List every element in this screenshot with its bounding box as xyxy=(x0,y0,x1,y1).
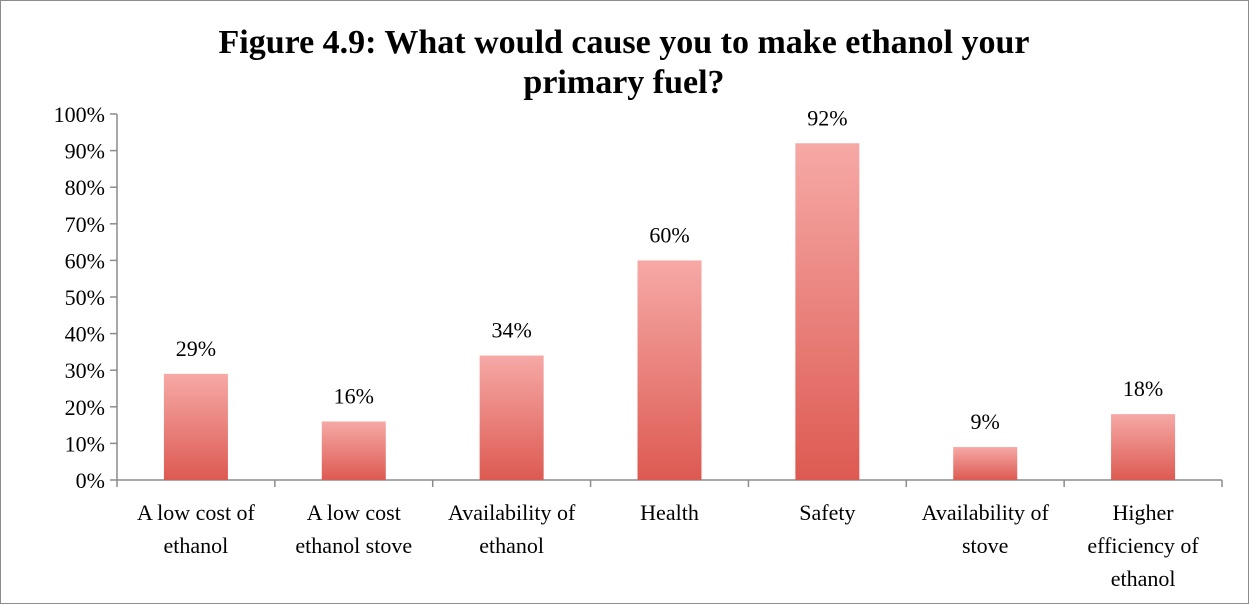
data-label: 60% xyxy=(649,222,689,247)
category-label: Health xyxy=(640,500,699,525)
category-label: A low cost xyxy=(307,500,401,525)
category-label: Availability of xyxy=(448,500,576,525)
y-tick-label: 50% xyxy=(65,285,105,310)
data-labels: 29% 16% 34% 60% 92% 9% 18% xyxy=(176,105,1163,434)
bar xyxy=(795,143,860,480)
category-label: Availability of xyxy=(922,500,1050,525)
category-label: ethanol xyxy=(164,533,229,558)
category-label: Higher xyxy=(1113,500,1175,525)
data-label: 9% xyxy=(971,409,1000,434)
bar xyxy=(953,447,1018,480)
y-tick-label: 40% xyxy=(65,322,105,347)
data-label: 18% xyxy=(1123,376,1163,401)
category-labels: A low cost of ethanol A low cost ethanol st… xyxy=(137,500,1199,591)
data-label: 16% xyxy=(334,383,374,408)
y-tick-label: 30% xyxy=(65,358,105,383)
bar xyxy=(479,355,544,480)
y-tick-label: 10% xyxy=(65,431,105,456)
y-axis-ticks: 0% 10% 20% 30% 40% 50% 60% 70% 80% 90% 100% xyxy=(54,102,117,493)
bar xyxy=(1111,414,1176,480)
category-label: efficiency of xyxy=(1087,533,1199,558)
chart-title-line-1: Figure 4.9: What would cause you to make… xyxy=(218,24,1029,61)
category-label: Safety xyxy=(799,500,855,525)
chart-title-line-2: primary fuel? xyxy=(523,64,724,101)
category-label: ethanol stove xyxy=(295,533,412,558)
category-label: stove xyxy=(962,533,1008,558)
y-tick-label: 0% xyxy=(76,468,105,493)
bar xyxy=(637,260,702,480)
bar xyxy=(321,421,386,480)
y-tick-label: 100% xyxy=(54,102,105,127)
category-label: ethanol xyxy=(1111,566,1176,591)
y-tick-label: 20% xyxy=(65,395,105,420)
bar xyxy=(163,373,228,480)
y-tick-label: 90% xyxy=(65,139,105,164)
data-label: 34% xyxy=(491,318,531,343)
data-label: 92% xyxy=(807,105,847,130)
category-label: A low cost of xyxy=(137,500,256,525)
category-label: ethanol xyxy=(479,533,544,558)
bars xyxy=(163,143,1176,480)
y-tick-label: 70% xyxy=(65,212,105,237)
y-tick-label: 80% xyxy=(65,175,105,200)
y-tick-label: 60% xyxy=(65,248,105,273)
data-label: 29% xyxy=(176,336,216,361)
